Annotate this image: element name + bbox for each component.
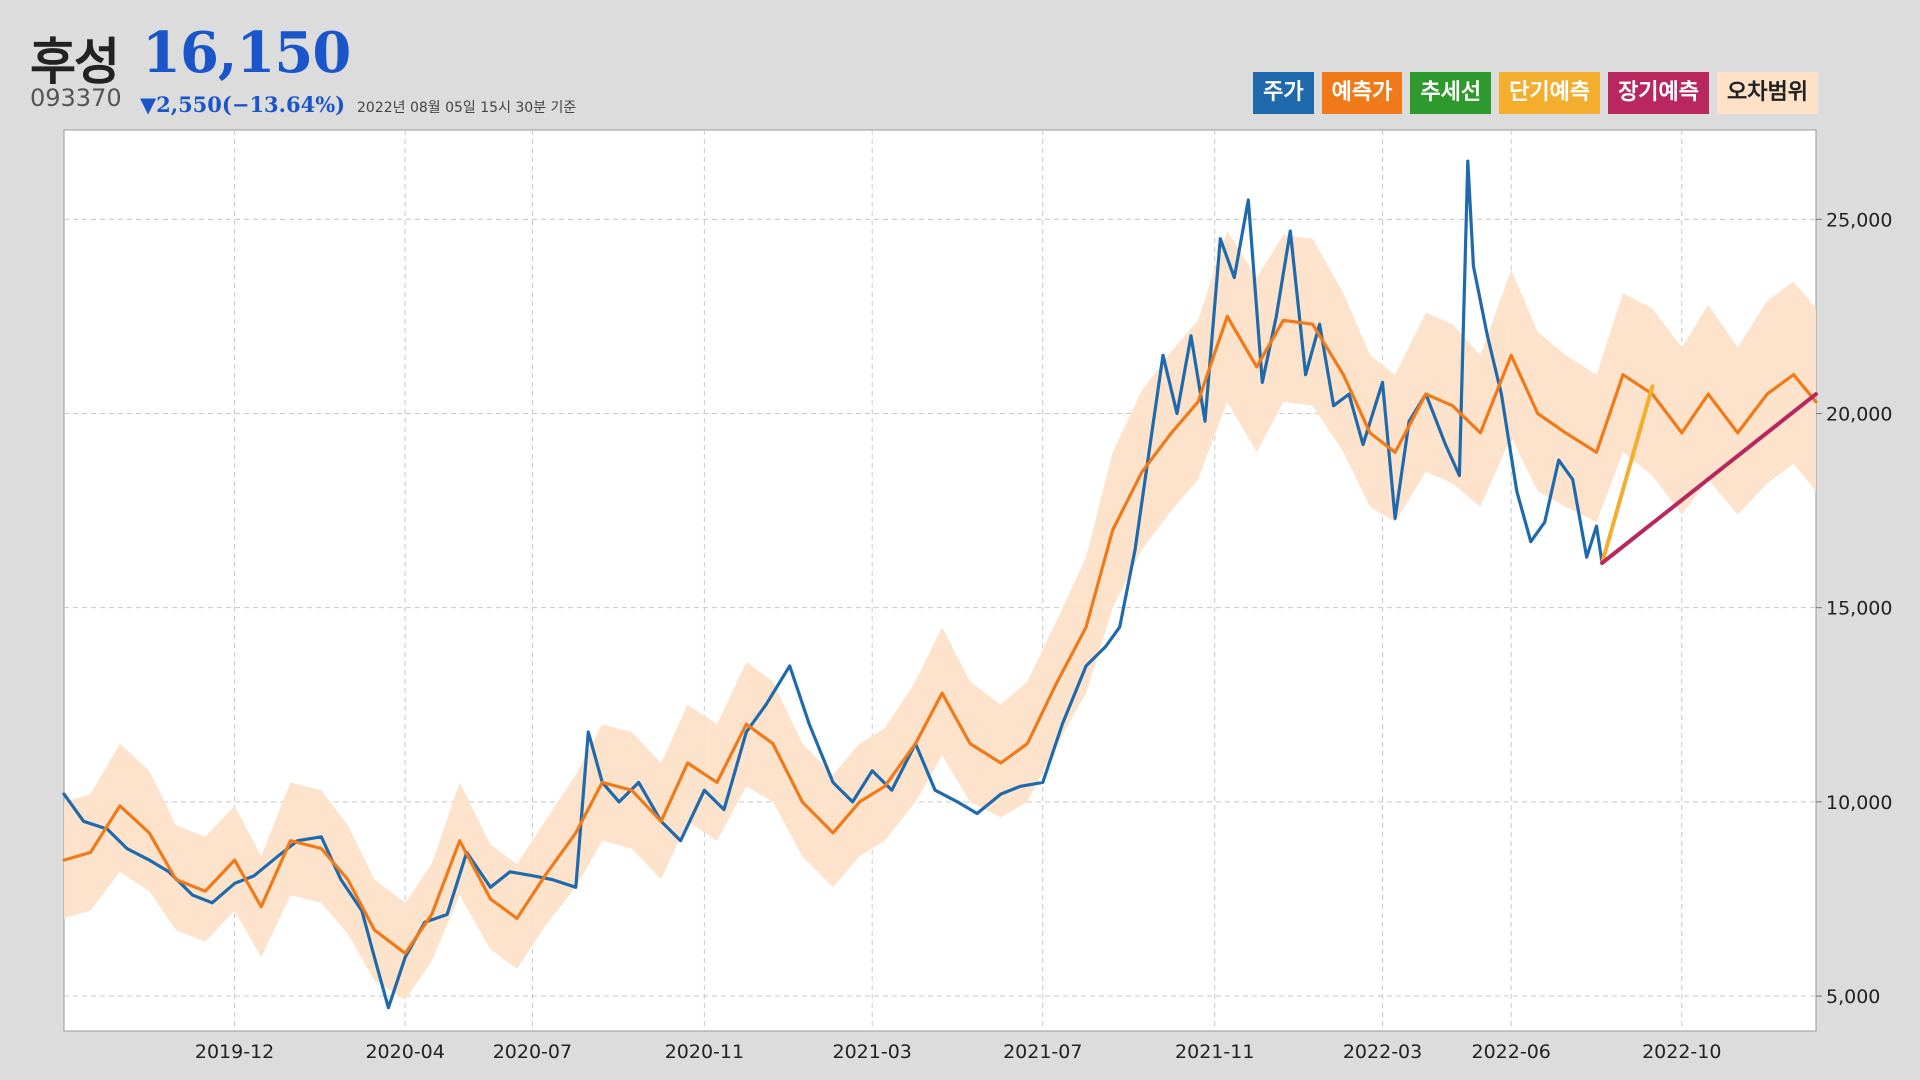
legend-item: 주가 xyxy=(1253,72,1314,114)
y-tick-label: 10,000 xyxy=(1826,792,1892,814)
x-tick-label: 2022-10 xyxy=(1642,1041,1721,1063)
x-tick-label: 2021-11 xyxy=(1175,1041,1254,1063)
as-of-timestamp: 2022년 08월 05일 15시 30분 기준 xyxy=(357,100,577,116)
legend-item: 오차범위 xyxy=(1717,72,1818,114)
stock-name: 후성 xyxy=(30,33,120,91)
x-tick-label: 2020-11 xyxy=(665,1041,744,1063)
x-tick-label: 2021-07 xyxy=(1003,1041,1082,1063)
x-axis: 2019-12 2020-04 2020-07 2020-11 2021-03 2021-… xyxy=(195,1041,1722,1063)
error-band xyxy=(64,231,1816,1000)
series-layer xyxy=(62,159,1818,1010)
x-tick-label: 2022-06 xyxy=(1471,1041,1550,1063)
x-tick-label: 2022-03 xyxy=(1343,1041,1422,1063)
x-tick-label: 2020-07 xyxy=(493,1041,572,1063)
y-tick-label: 15,000 xyxy=(1826,598,1892,620)
legend-item: 예측가 xyxy=(1321,72,1403,114)
short-term-forecast-line xyxy=(1600,384,1655,565)
predicted-series-line xyxy=(62,314,1818,955)
chart-header: 후성 16,150 093370 ▼2,550(−13.64%) 2022년 0… xyxy=(0,0,1920,130)
stock-code: 093370 xyxy=(30,84,122,112)
y-tick-label: 25,000 xyxy=(1826,209,1892,231)
y-tick-label: 20,000 xyxy=(1826,404,1892,426)
current-price: 16,150 xyxy=(142,20,351,86)
y-tick-label: 5,000 xyxy=(1826,986,1880,1008)
legend-item: 단기예측 xyxy=(1499,72,1601,114)
chart-legend: 주가 예측가 추세선 단기예측 장기예측 오차범위 xyxy=(1253,72,1818,114)
long-term-forecast-line xyxy=(1600,392,1818,565)
grid-lines xyxy=(64,130,1816,1031)
x-tick-label: 2020-04 xyxy=(365,1041,444,1063)
x-tick-label: 2021-03 xyxy=(832,1041,911,1063)
y-axis: 5,000 10,000 15,000 20,000 25,000 xyxy=(1816,209,1892,1008)
price-change: ▼2,550(−13.64%) xyxy=(140,92,346,117)
legend-item: 장기예측 xyxy=(1608,72,1710,114)
error-band-layer xyxy=(64,231,1816,1000)
x-tick-label: 2019-12 xyxy=(195,1041,274,1063)
legend-item: 추세선 xyxy=(1410,72,1492,114)
